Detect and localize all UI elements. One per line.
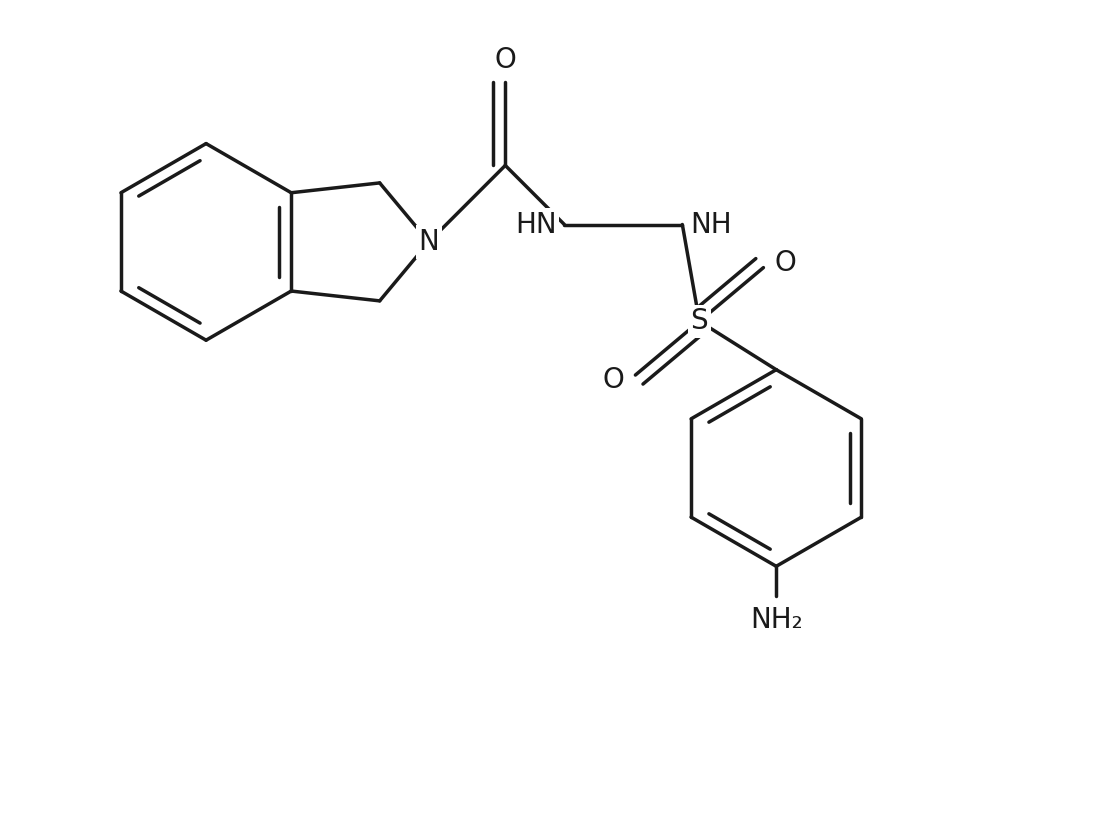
Text: O: O bbox=[603, 366, 625, 394]
Text: NH₂: NH₂ bbox=[750, 606, 802, 635]
Text: O: O bbox=[494, 46, 517, 75]
Text: HN: HN bbox=[514, 210, 557, 238]
Text: N: N bbox=[418, 228, 440, 256]
Text: O: O bbox=[775, 249, 796, 277]
Text: NH: NH bbox=[690, 210, 732, 238]
Text: S: S bbox=[691, 307, 709, 335]
